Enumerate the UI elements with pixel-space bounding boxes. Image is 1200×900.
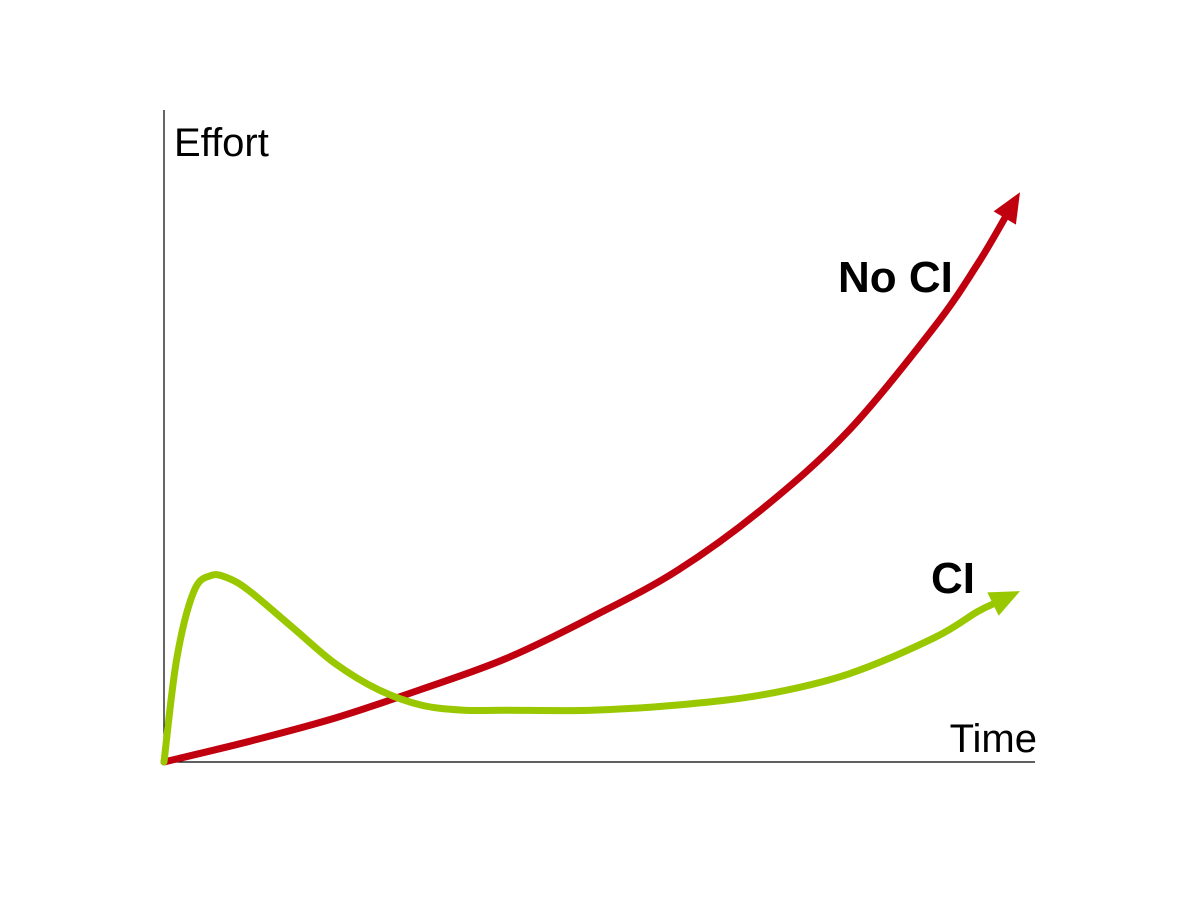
series-layer: [160, 192, 1020, 766]
y-axis-label: Effort: [174, 121, 269, 165]
series-arrowhead-no-ci: [993, 192, 1020, 225]
x-axis-label: Time: [950, 717, 1037, 761]
series-arrowhead-ci: [987, 591, 1020, 616]
series-line-no-ci: [160, 211, 1011, 766]
series-line-ci: [160, 571, 1001, 766]
series-label-no-ci: No CI: [838, 253, 953, 302]
series-label-ci: CI: [931, 554, 975, 603]
